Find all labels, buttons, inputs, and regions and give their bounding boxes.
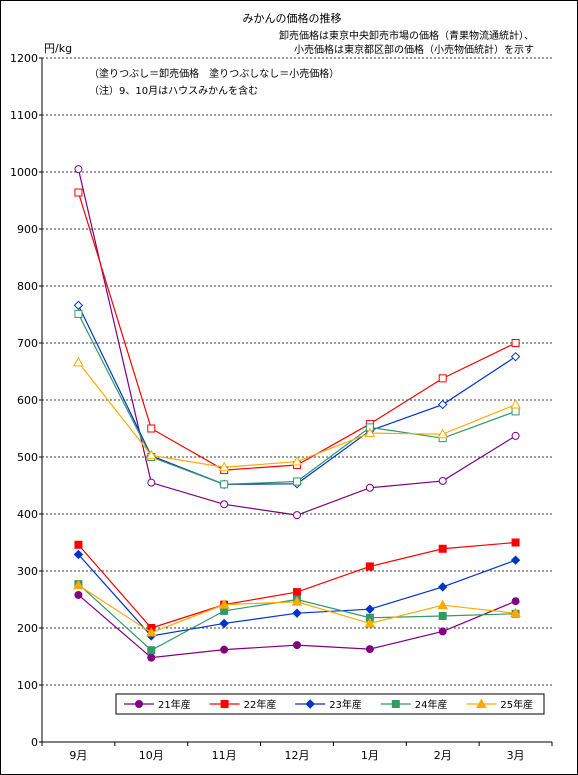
x-tick-label: 2月 bbox=[434, 749, 452, 762]
series-23-retail-point bbox=[510, 351, 521, 362]
chart-subtitle-line-1: 卸売価格は東京中央卸売市場の価格（青果物流通統計）、 bbox=[279, 29, 534, 42]
series-22-wholesale-point bbox=[438, 544, 447, 553]
series-25-retail-point bbox=[218, 461, 230, 472]
y-tick-label: 900 bbox=[17, 223, 38, 236]
series-25-wholesale-point bbox=[145, 627, 157, 637]
series-24-wholesale-point bbox=[147, 646, 156, 655]
series-23-retail-point bbox=[73, 300, 84, 311]
series-23-retail-point bbox=[438, 399, 448, 410]
y-tick-label: 100 bbox=[17, 679, 38, 692]
legend: 21年産 22年産 23年産 24年産 25年産 bbox=[115, 693, 545, 715]
series-21-wholesale-point bbox=[365, 645, 374, 654]
series-21-retail-point bbox=[511, 431, 520, 440]
series-25-wholesale-point bbox=[510, 607, 521, 618]
series-23-wholesale-point bbox=[219, 618, 229, 629]
series-24-retail-point bbox=[511, 407, 520, 416]
legend-23-label: 23年産 bbox=[329, 698, 362, 711]
series-25-wholesale-point bbox=[437, 599, 449, 610]
series-22-wholesale-point bbox=[365, 562, 374, 571]
series-22-wholesale-point bbox=[293, 588, 301, 597]
legend-25-marker bbox=[476, 698, 487, 708]
legend-24-marker bbox=[391, 700, 400, 708]
series-24-retail-point bbox=[220, 480, 229, 489]
series-25-retail-point bbox=[291, 456, 303, 466]
series-22-retail-line bbox=[77, 192, 516, 471]
series-25-wholesale-point bbox=[218, 599, 230, 609]
y-tick-label: 1100 bbox=[10, 109, 38, 122]
y-tick-label: 600 bbox=[17, 394, 38, 407]
series-25-retail-point bbox=[364, 427, 376, 438]
x-tick-label: 10月 bbox=[139, 749, 164, 762]
series-22-retail-point bbox=[438, 374, 447, 383]
legend-box bbox=[115, 693, 545, 715]
x-tick-label: 11月 bbox=[212, 749, 237, 762]
y-tick-label: 1000 bbox=[10, 166, 38, 179]
y-tick-label: 0 bbox=[31, 736, 38, 749]
series-24-retail-point bbox=[293, 477, 301, 486]
series-22-retail-point bbox=[511, 339, 520, 347]
series-21-wholesale-point bbox=[74, 590, 83, 599]
y-tick-label: 1200 bbox=[10, 52, 38, 65]
x-tick-label: 1月 bbox=[361, 749, 379, 762]
series-23-wholesale-point bbox=[365, 604, 375, 614]
x-tick-label: 3月 bbox=[507, 749, 525, 762]
series-21-wholesale-point bbox=[293, 641, 301, 650]
y-tick-label: 400 bbox=[17, 508, 38, 521]
chart-note-house-mikan: （注）9、10月はハウスみかんを含む bbox=[89, 84, 258, 97]
legend-21-label: 21年産 bbox=[158, 698, 191, 711]
series-25-wholesale-point bbox=[364, 617, 376, 628]
y-tick-label: 200 bbox=[17, 622, 38, 635]
legend-21-marker bbox=[135, 700, 143, 708]
series-21-retail-point bbox=[147, 478, 156, 487]
series-25-retail-point bbox=[437, 428, 449, 439]
series-25-wholesale-point bbox=[291, 596, 303, 606]
y-tick-label: 500 bbox=[17, 451, 38, 464]
x-tick-label: 9月 bbox=[69, 749, 87, 762]
legend-22-label: 22年産 bbox=[244, 698, 277, 711]
y-tick-label: 300 bbox=[17, 565, 38, 578]
series-21-wholesale-point bbox=[147, 653, 156, 662]
series-23-wholesale-point bbox=[438, 582, 448, 592]
series-21-retail-point bbox=[220, 500, 229, 509]
series-25-retail-point bbox=[145, 449, 157, 460]
legend-22-marker bbox=[220, 700, 229, 708]
series-23-wholesale-point bbox=[510, 555, 521, 565]
legend-25-label: 25年産 bbox=[500, 698, 533, 711]
chart-title: みかんの価格の推移 bbox=[243, 11, 342, 25]
series-21-wholesale-point bbox=[220, 645, 229, 654]
series-22-wholesale-point bbox=[511, 538, 520, 547]
chart-note-legend-key: （塗りつぶし＝卸売価格 塗りつぶしなし＝小売価格） bbox=[89, 67, 339, 80]
legend-23-marker bbox=[305, 699, 315, 709]
series-25-wholesale-point bbox=[73, 579, 84, 590]
x-tick-label: 12月 bbox=[285, 749, 310, 762]
series-25-retail-point bbox=[510, 399, 521, 409]
y-axis-unit-label: 円/kg bbox=[44, 42, 72, 55]
series-21-wholesale-point bbox=[438, 627, 447, 636]
y-tick-label: 700 bbox=[17, 337, 38, 350]
series-24-retail-point bbox=[74, 309, 83, 318]
y-tick-label: 800 bbox=[17, 280, 38, 293]
series-21-wholesale-point bbox=[511, 597, 520, 606]
series-21-retail-point bbox=[365, 483, 374, 492]
series-22-wholesale-point bbox=[74, 540, 83, 549]
chart-subtitle-line-2: 小売価格は東京都区部の価格（小売物価統計）を示す bbox=[294, 43, 534, 56]
series-22-retail-point bbox=[74, 188, 83, 197]
legend-24-label: 24年産 bbox=[415, 698, 448, 711]
series-21-retail-point bbox=[438, 476, 447, 485]
series-25-retail-point bbox=[73, 356, 84, 367]
series-24-wholesale-point bbox=[438, 612, 447, 621]
series-21-retail-point bbox=[293, 511, 301, 520]
series-22-retail-point bbox=[147, 424, 156, 433]
series-23-wholesale-point bbox=[292, 608, 302, 618]
series-21-retail-point bbox=[74, 165, 83, 174]
series-23-wholesale-point bbox=[73, 549, 84, 560]
